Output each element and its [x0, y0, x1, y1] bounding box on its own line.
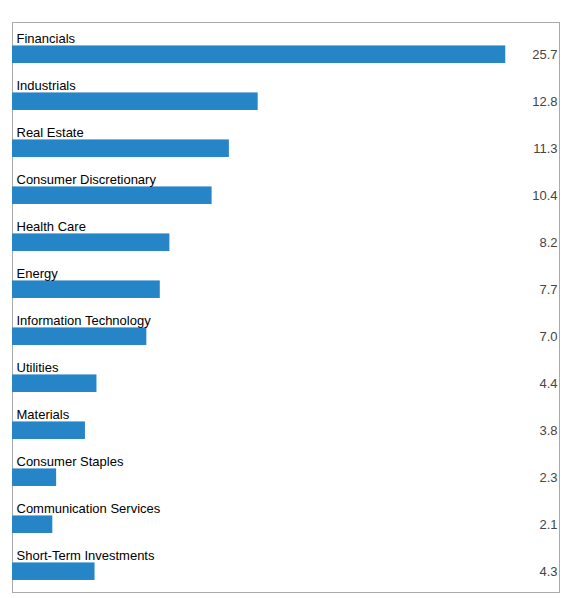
- svg-text:Utilities: Utilities: [17, 360, 59, 375]
- svg-text:Energy: Energy: [17, 266, 59, 281]
- svg-text:2.1: 2.1: [539, 517, 557, 532]
- svg-text:25.7: 25.7: [532, 47, 557, 62]
- svg-text:Information Technology: Information Technology: [17, 313, 152, 328]
- svg-text:Real Estate: Real Estate: [17, 125, 84, 140]
- svg-text:4.3: 4.3: [539, 564, 557, 579]
- svg-text:11.3: 11.3: [533, 141, 557, 156]
- svg-text:Communication Services: Communication Services: [17, 501, 161, 516]
- svg-text:7.0: 7.0: [539, 329, 557, 344]
- svg-text:Consumer Staples: Consumer Staples: [17, 454, 124, 469]
- svg-text:3.8: 3.8: [539, 423, 557, 438]
- svg-text:2.3: 2.3: [539, 470, 557, 485]
- svg-text:Consumer Discretionary: Consumer Discretionary: [17, 172, 157, 187]
- svg-text:Health Care: Health Care: [17, 219, 86, 234]
- svg-text:12.8: 12.8: [532, 94, 557, 109]
- svg-text:10.4: 10.4: [532, 188, 557, 203]
- svg-text:8.2: 8.2: [539, 235, 557, 250]
- svg-text:4.4: 4.4: [539, 376, 557, 391]
- svg-text:Industrials: Industrials: [17, 78, 77, 93]
- svg-text:Materials: Materials: [17, 407, 70, 422]
- svg-text:Short-Term Investments: Short-Term Investments: [17, 548, 155, 563]
- svg-text:7.7: 7.7: [539, 282, 557, 297]
- svg-text:Financials: Financials: [17, 31, 76, 46]
